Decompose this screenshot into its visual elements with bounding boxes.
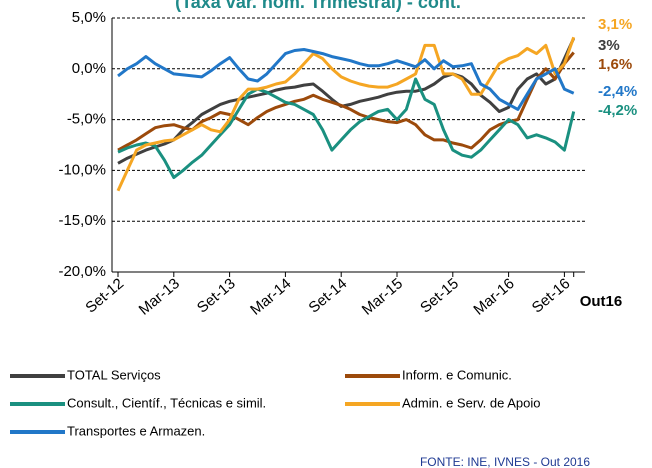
legend-label: Inform. e Comunic. (402, 367, 512, 382)
x-tick-label: Mar-16 (470, 275, 517, 319)
y-tick-label: 0,0% (72, 60, 106, 77)
x-tick-label: Mar-14 (247, 275, 294, 319)
series-line (117, 37, 576, 165)
source-note: FONTE: INE, IVNES - Out 2016 (420, 455, 590, 468)
legend-label: Transportes e Armazen. (67, 423, 205, 438)
legend-label: Consult., Científ., Técnicas e simil. (67, 395, 266, 410)
series-line (116, 36, 576, 192)
series-line (117, 77, 576, 179)
end-label: 3% (598, 37, 620, 54)
x-tick-label: Set-12 (82, 275, 127, 316)
legend-label: Admin. e Serv. de Apoio (402, 395, 541, 410)
series-line (117, 48, 575, 111)
y-tick-label: 5,0% (72, 9, 106, 26)
end-label: -2,4% (598, 83, 637, 100)
y-tick-label: -15,0% (58, 212, 106, 229)
legend-label: TOTAL Serviços (67, 367, 161, 382)
y-tick-label: -10,0% (58, 161, 106, 178)
x-tick-label: Set-13 (194, 275, 239, 316)
x-tick-label: Set-14 (306, 275, 351, 316)
x-tick-label: Set-15 (417, 275, 462, 316)
y-tick-label: -5,0% (67, 111, 106, 128)
y-tick-label: -20,0% (58, 263, 106, 280)
x-tick-label: Out16 (580, 293, 623, 310)
x-tick-label: Mar-15 (359, 275, 406, 319)
end-label: 1,6% (598, 56, 632, 73)
end-label: -4,2% (598, 102, 637, 119)
end-label: 3,1% (598, 16, 632, 33)
x-tick-label: Mar-13 (136, 275, 183, 319)
x-tick-label: Set-16 (529, 275, 574, 316)
chart-title: (Taxa var. hom. Trimestral) - cont. (175, 0, 461, 12)
